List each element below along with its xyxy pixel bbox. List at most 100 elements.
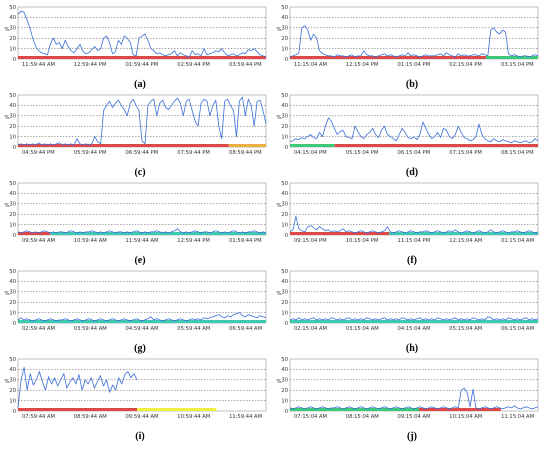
y-tick-label: 40 [281, 279, 288, 285]
x-tick-label: 03:15:04 AM [346, 326, 379, 332]
series-line [289, 215, 539, 234]
y-tick-label: 20 [281, 388, 288, 394]
x-tick-label: 12:15:04 AM [449, 238, 482, 244]
y-tick-label: 30 [281, 378, 288, 384]
y-tick-label: 50 [281, 269, 288, 275]
x-tick-label: 02:15:04 AM [294, 326, 327, 332]
y-tick-label: 10 [281, 398, 288, 404]
series-line [289, 117, 539, 144]
panel-label: (j) [407, 431, 417, 442]
x-tick-label: 07:59:44 AM [22, 414, 55, 420]
x-tick-label: 05:59:44 PM [74, 150, 107, 156]
panel-a: 0 10 20 30 40 50% 11:59:44 AM 12:59:44 PM 01:59:… [4, 5, 267, 90]
panel-label: (a) [134, 79, 146, 90]
panel-c: 0 10 20 30 40 50% 04:59:44 PM 05:59:44 PM 06:59:… [4, 93, 267, 178]
series-line [17, 10, 267, 58]
x-tick-label: 10:59:44 AM [177, 414, 210, 420]
series-line [17, 96, 267, 146]
panel-f: 0 10 20 30 40 50% 09:15:04 PM 10:15:04 PM 11:15:… [276, 181, 539, 266]
y-tick-label: 30 [281, 290, 288, 296]
panel-label: (c) [134, 167, 145, 178]
plot-frame [289, 6, 539, 60]
state-band [18, 408, 138, 411]
state-band [18, 56, 266, 59]
y-tick-label: 0 [285, 57, 288, 63]
y-tick-label: 50 [281, 357, 288, 363]
y-tick-label: 10 [281, 46, 288, 52]
y-tick-label: 30 [9, 202, 16, 208]
x-tick-label: 10:15:04 PM [346, 238, 379, 244]
series-line [289, 316, 539, 321]
x-tick-label: 04:15:04 AM [398, 326, 431, 332]
state-band [290, 320, 538, 323]
y-axis-label: % [276, 379, 281, 385]
x-tick-label: 11:59:44 AM [22, 62, 55, 68]
panel-label: (b) [406, 79, 418, 90]
y-tick-label: 40 [281, 103, 288, 109]
series-line [289, 25, 539, 58]
state-band [389, 232, 538, 235]
x-tick-label: 12:15:04 PM [346, 62, 379, 68]
x-tick-label: 12:59:44 PM [74, 62, 107, 68]
x-tick-label: 10:15:04 AM [449, 414, 482, 420]
plot-frame [289, 270, 539, 324]
series-line [17, 228, 267, 234]
x-tick-label: 02:59:44 PM [177, 62, 210, 68]
series-line [289, 387, 539, 410]
y-tick-label: 40 [9, 279, 16, 285]
state-band [418, 408, 501, 411]
x-tick-label: 12:59:44 PM [177, 238, 210, 244]
y-tick-label: 20 [9, 124, 16, 130]
y-tick-label: 10 [281, 134, 288, 140]
y-tick-label: 50 [281, 181, 288, 187]
y-tick-label: 30 [9, 26, 16, 32]
x-tick-label: 09:59:44 AM [126, 414, 159, 420]
y-tick-label: 0 [285, 321, 288, 327]
y-tick-label: 0 [285, 409, 288, 415]
y-axis-label: % [276, 27, 281, 33]
y-axis-label: % [4, 115, 9, 121]
x-tick-label: 03:15:04 PM [501, 62, 534, 68]
state-band [228, 144, 266, 147]
panel-label: (i) [135, 431, 144, 442]
panel-d: 0 10 20 30 40 50% 04:15:04 PM 05:15:04 PM 06:15:… [276, 93, 539, 178]
y-axis-label: % [276, 115, 281, 121]
panel-h: 0 10 20 30 40 50% 02:15:04 AM 03:15:04 AM 04:15:… [276, 269, 539, 354]
y-tick-label: 20 [9, 36, 16, 42]
state-band [18, 320, 266, 323]
x-tick-label: 06:15:04 PM [398, 150, 431, 156]
y-tick-label: 40 [9, 367, 16, 373]
y-tick-label: 10 [9, 310, 16, 316]
y-tick-label: 10 [9, 222, 16, 228]
x-tick-label: 10:59:44 AM [74, 238, 107, 244]
plot-frame [17, 182, 267, 236]
x-tick-label: 01:15:04 PM [398, 62, 431, 68]
y-tick-label: 0 [13, 145, 16, 151]
panel-label: (g) [134, 343, 146, 354]
y-tick-label: 10 [9, 46, 16, 52]
panel-i: 0 10 20 30 40 50% 07:59:44 AM 08:59:44 AM 09:59:… [4, 357, 267, 442]
panel-label: (d) [406, 167, 418, 178]
y-axis-label: % [276, 291, 281, 297]
y-tick-label: 10 [9, 398, 16, 404]
panel-label: (f) [407, 255, 417, 266]
x-tick-label: 05:59:44 AM [177, 326, 210, 332]
y-tick-label: 30 [9, 114, 16, 120]
y-tick-label: 50 [281, 5, 288, 11]
x-tick-label: 08:59:44 PM [229, 150, 262, 156]
x-tick-label: 07:15:04 PM [449, 150, 482, 156]
panel-j: 0 10 20 30 40 50% 07:15:04 AM 08:15:04 AM 09:15:… [276, 357, 539, 442]
state-band [290, 144, 335, 147]
x-tick-label: 09:15:04 PM [294, 238, 327, 244]
y-tick-label: 50 [281, 93, 288, 99]
y-tick-label: 20 [281, 124, 288, 130]
state-band [137, 408, 217, 411]
y-tick-label: 40 [9, 191, 16, 197]
x-tick-label: 11:15:04 AM [501, 414, 534, 420]
x-tick-label: 04:59:44 AM [126, 326, 159, 332]
y-tick-label: 40 [281, 191, 288, 197]
x-tick-label: 08:59:44 AM [74, 414, 107, 420]
y-axis-label: % [4, 291, 9, 297]
series-line [17, 366, 138, 408]
